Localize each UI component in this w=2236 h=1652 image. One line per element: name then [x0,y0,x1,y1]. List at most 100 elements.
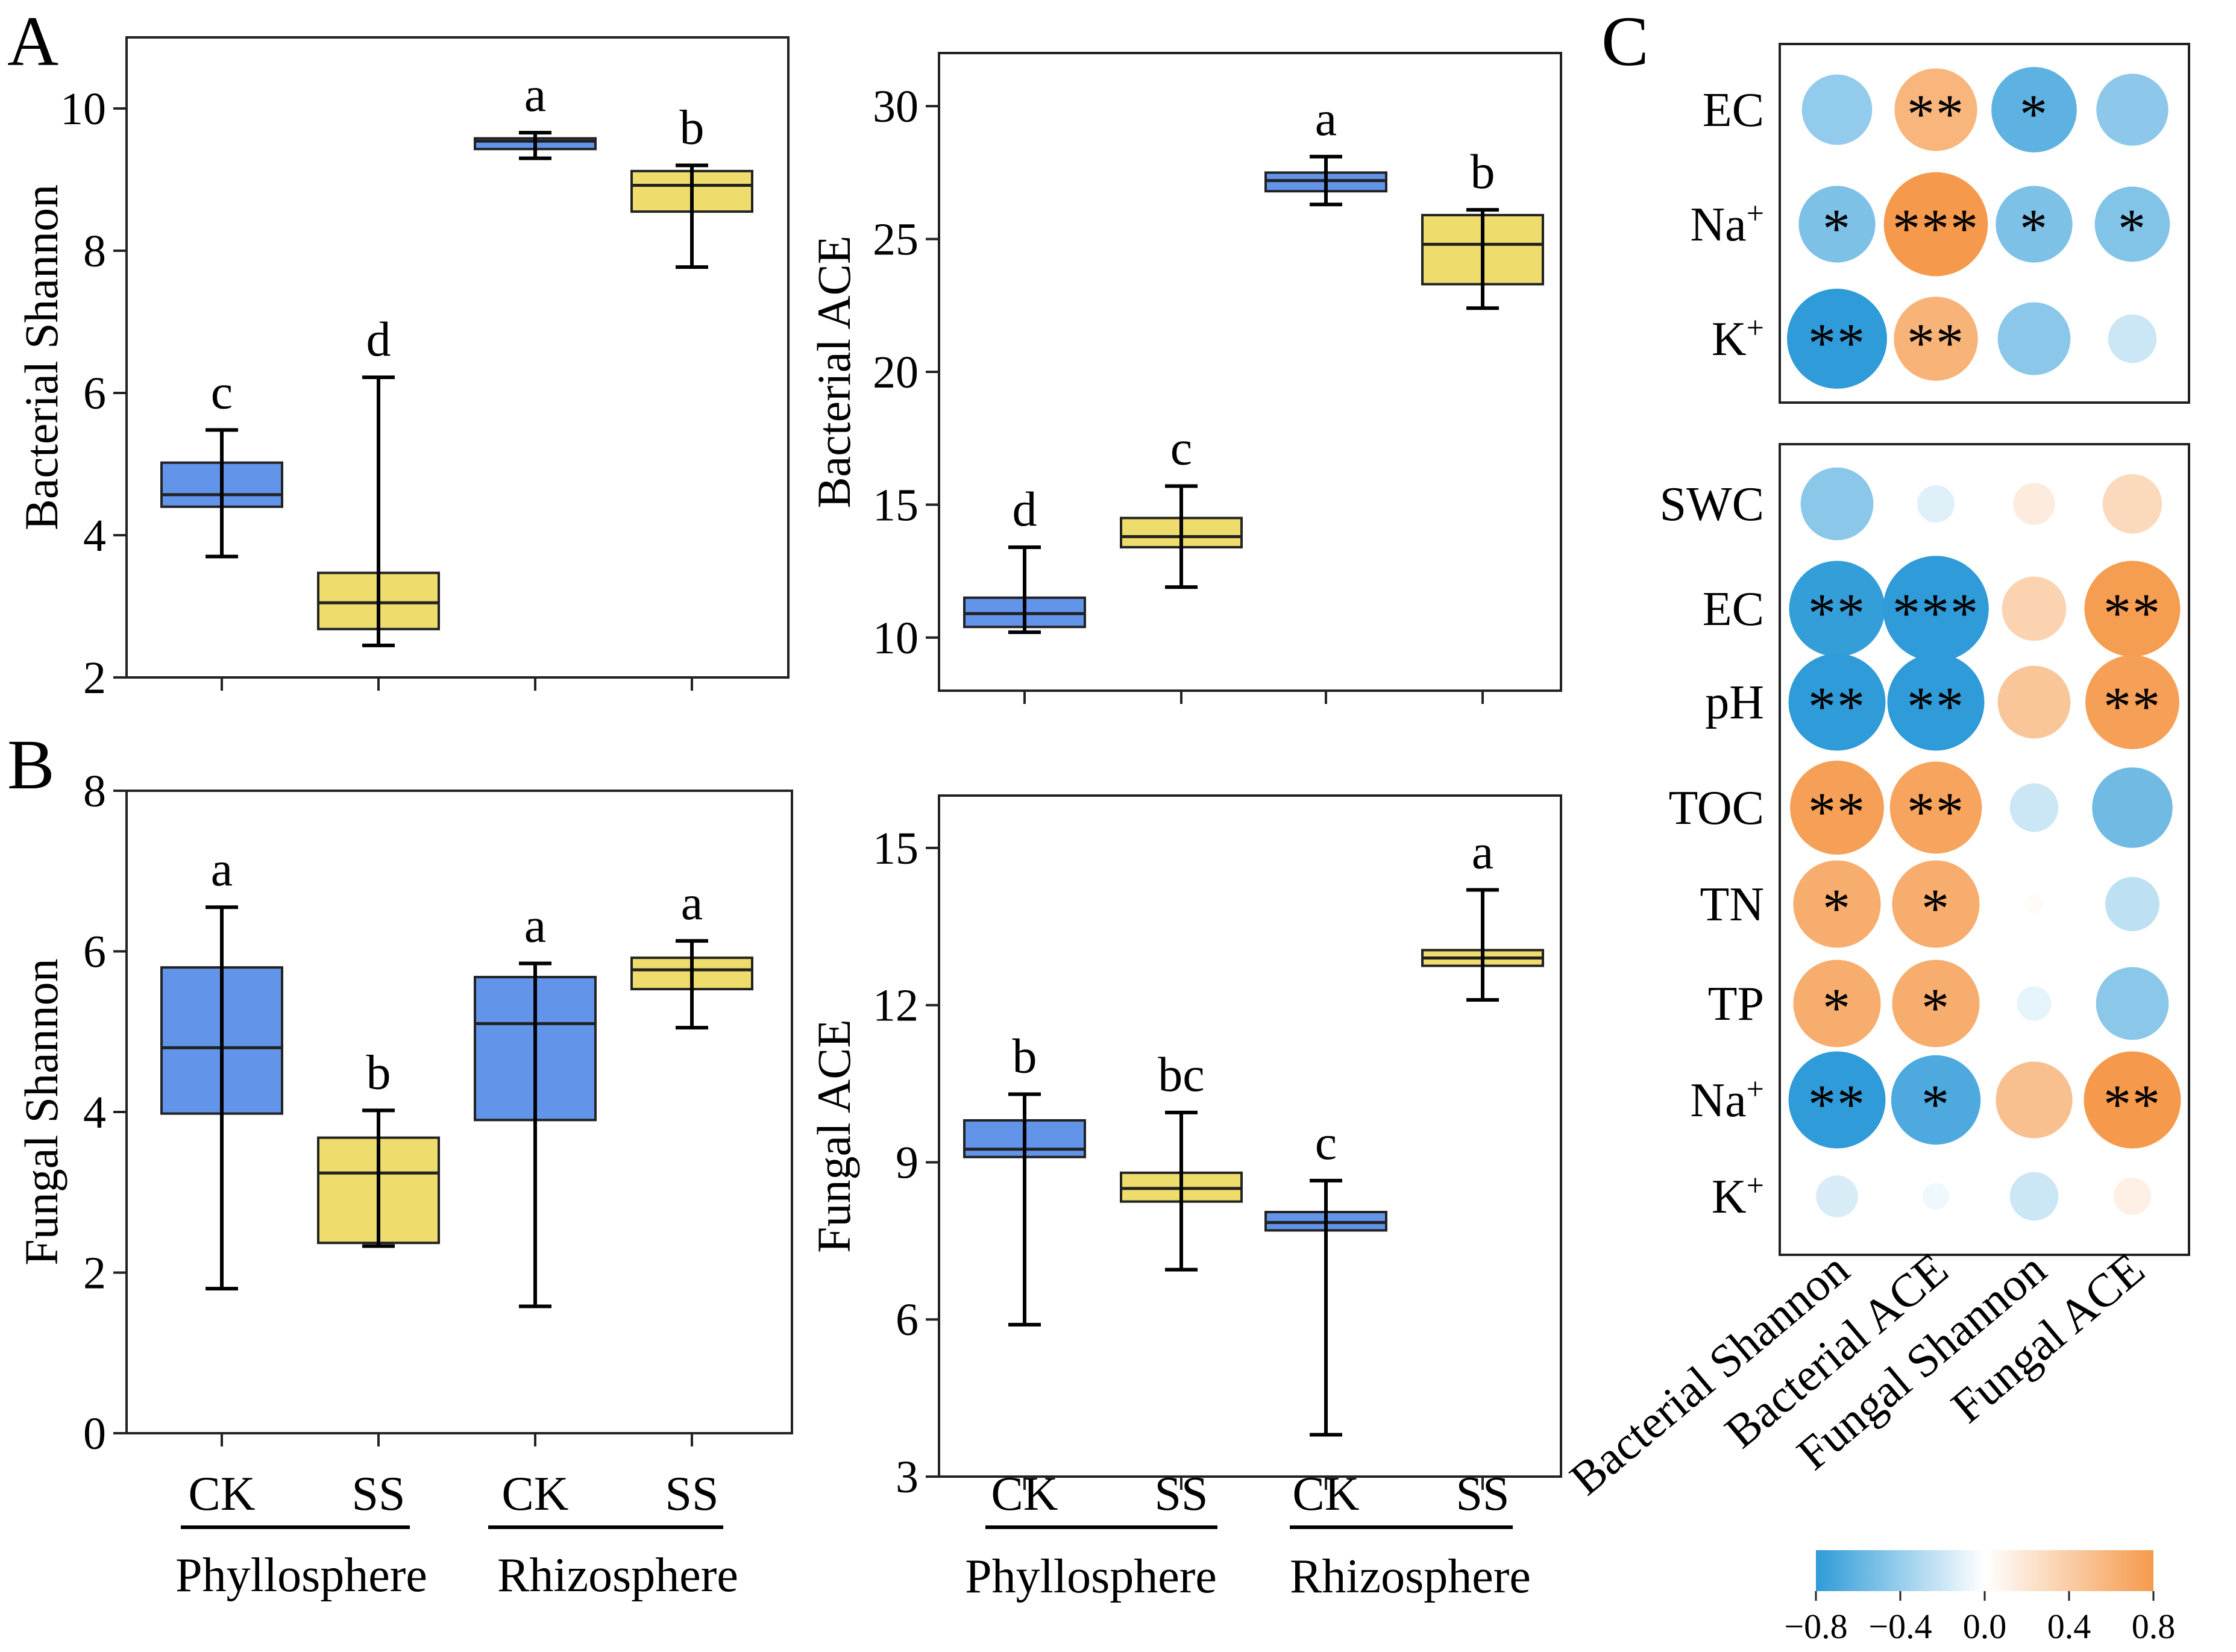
corr-bubble [2096,967,2169,1040]
significance-stars: * [1921,1073,1950,1135]
corr-bubble [1917,485,1955,523]
row-label: K+ [1712,1169,1764,1224]
significance-letter: a [1472,824,1493,879]
site-label-rhizosphere: Rhizosphere [1290,1550,1531,1603]
row-label: Na+ [1690,1072,1764,1128]
corr-bubble [1889,761,1982,854]
corr-bubble [1790,761,1884,855]
corr-bubble [1883,556,1989,662]
plot-frame [125,36,790,679]
significance-stars: * [1921,977,1950,1038]
significance-letter: a [524,897,546,952]
row-label: Na+ [1690,196,1764,252]
y-tick-label: 15 [873,480,919,530]
significance-letter: c [1170,421,1192,476]
row-label: TN [1700,878,1764,931]
corr-bubble [1892,959,1980,1047]
significance-stars: ** [2103,676,2161,737]
significance-letter: a [211,841,233,896]
corr-bubble [1883,172,1988,277]
significance-letter: b [680,99,705,154]
corr-block-phyllosphere: EC ** *Na+ * *** * *K+ ** ** [1690,43,2190,404]
significance-stars: ** [1907,781,1965,843]
corr-bubble [2084,1051,2181,1149]
significance-stars: ** [1907,676,1965,737]
significance-stars: * [2118,198,2147,259]
significance-stars: * [2020,198,2049,259]
significance-stars: ** [1808,676,1866,737]
x-label-ck: CK [991,1468,1058,1521]
significance-letter: d [1013,482,1037,536]
significance-letter: d [366,312,391,366]
fungal-ace-boxplot: 3 6 9 12 15 Fungal ACE b bc c a [808,794,1562,1503]
y-tick-label: 10 [60,84,106,134]
corr-bubble [1787,289,1887,389]
y-tick-label: 20 [873,347,919,398]
site-label-phyllosphere: Phyllosphere [175,1549,427,1602]
colorbar-ticks: −0.8 −0.4 0.0 0.4 0.8 [1784,1591,2175,1646]
corr-bubble [1996,186,2073,263]
significance-stars: * [1823,878,1851,939]
colorbar-tick-label: −0.4 [1868,1607,1932,1646]
y-tick-label: 0 [83,1409,106,1459]
corr-bubble [1892,860,1980,948]
colorbar-tick-label: 0.4 [2047,1607,2091,1646]
corr-bubble [1891,1055,1981,1145]
colorbar-tick-label: 0.8 [2132,1607,2176,1646]
corr-bubble [2009,1172,2059,1221]
corr-bubble [1997,302,2071,375]
significance-stars: * [1921,878,1950,939]
corr-frame [1779,43,2190,404]
corr-bubble [2102,474,2162,534]
colorbar-tick-label: −0.8 [1784,1607,1847,1646]
corr-bubble [2009,783,2059,832]
y-tick-label: 2 [83,653,106,703]
x-label-ck: CK [501,1468,568,1521]
panel-label-c: C [1601,2,1649,81]
significance-stars: ** [2103,582,2161,644]
significance-stars: ** [1907,312,1965,374]
corr-bubble [2108,314,2157,363]
corr-bubble [2085,655,2179,749]
significance-letter: b [1013,1028,1037,1083]
y-tick-label: 8 [83,226,106,277]
corr-bubble [1816,1175,1858,1217]
significance-stars: ** [1808,582,1866,644]
y-tick-label: 30 [873,81,919,132]
corr-bubble [1997,665,2071,739]
y-tick-label: 15 [873,823,919,874]
corr-bubble [1793,959,1881,1047]
site-label-phyllosphere: Phyllosphere [965,1550,1217,1603]
corr-bubble [1996,1061,2073,1138]
y-tick-label: 25 [873,215,919,265]
x-label-ck: CK [1292,1468,1359,1521]
x-label-ck: CK [188,1468,255,1521]
y-tick-label: 8 [83,766,106,817]
corr-frame [1779,443,2190,1256]
corr-bubble [1800,467,1874,541]
row-label: K+ [1712,311,1764,366]
colorbar-tick-label: 0.0 [1963,1607,2007,1646]
corr-bubble [1801,74,1873,145]
y-tick-label: 6 [83,368,106,419]
y-axis-label: Bacterial ACE [808,236,860,509]
corr-bubble [1887,653,1985,751]
group-labels-right: CK SS CK SS Phyllosphere Rhizosphere [965,1468,1531,1603]
significance-stars: ** [1907,83,1965,145]
bacterial-shannon-boxplot: 2 4 6 8 10 Bacterial Shannon c d a b [15,36,790,703]
significance-stars: *** [1892,198,1979,259]
x-label-ss: SS [1155,1468,1208,1521]
significance-stars: ** [1808,781,1866,843]
x-label-ss: SS [665,1468,719,1521]
group-labels-left: CK SS CK SS Phyllosphere Rhizosphere [175,1468,738,1602]
y-axis-label: Fungal Shannon [15,958,68,1265]
corr-bubble [2092,767,2173,848]
corr-bubble [2017,986,2052,1021]
significance-stars: ** [1808,1073,1866,1135]
panel-label-a: A [7,2,58,81]
corr-bubble [2013,483,2055,525]
significance-letter: a [681,875,703,930]
corr-bubble [1991,67,2077,152]
